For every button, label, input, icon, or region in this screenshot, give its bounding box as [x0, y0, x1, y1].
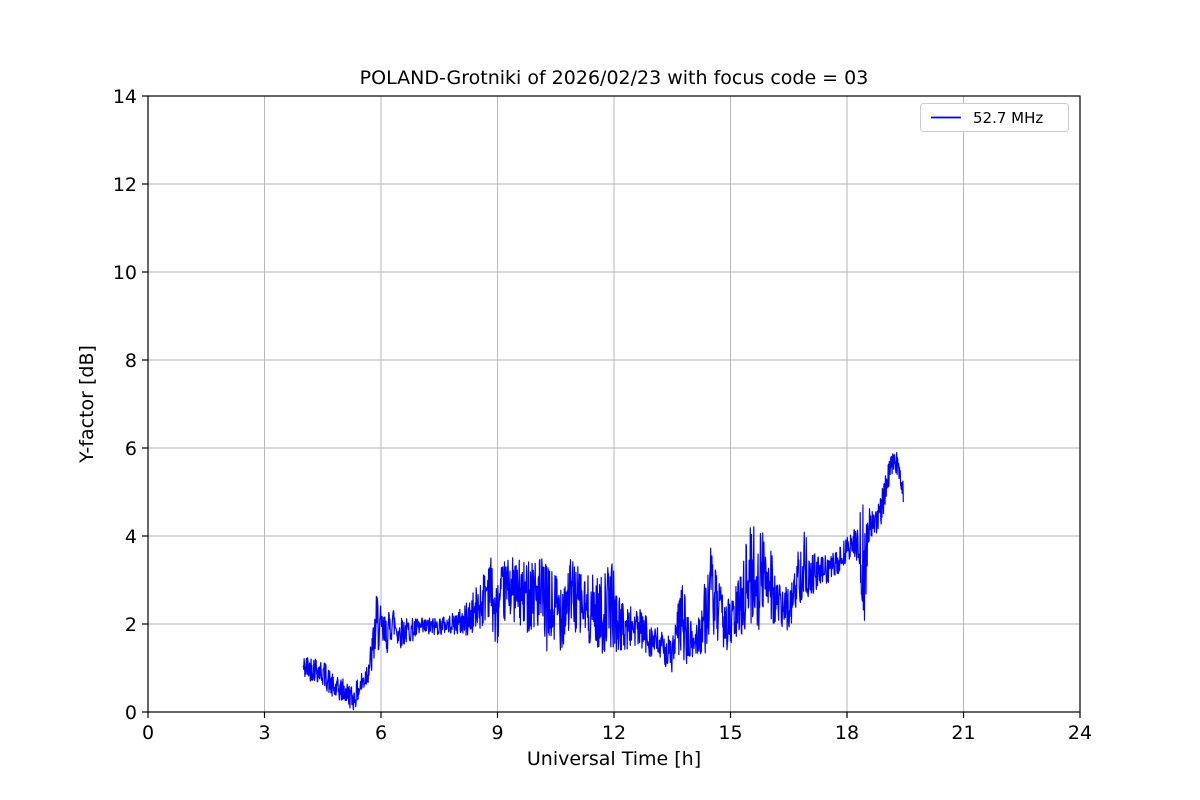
y-tick-label: 4	[125, 526, 137, 548]
y-axis-label: Y-factor [dB]	[76, 345, 98, 464]
y-tick-label: 10	[113, 262, 137, 284]
x-tick-label: 15	[718, 722, 742, 744]
legend: 52.7 MHz	[920, 103, 1069, 132]
y-tick-label: 14	[113, 86, 137, 108]
y-tick-label: 6	[125, 438, 137, 460]
y-tick-label: 0	[125, 702, 137, 724]
y-tick-label: 8	[125, 350, 137, 372]
legend-entry-label: 52.7 MHz	[973, 109, 1043, 127]
legend-box	[920, 103, 1069, 132]
x-tick-label: 6	[375, 722, 387, 744]
x-axis-label: Universal Time [h]	[527, 748, 701, 770]
y-tick-label: 12	[113, 174, 137, 196]
x-tick-label: 18	[835, 722, 859, 744]
chart-title: POLAND-Grotniki of 2026/02/23 with focus…	[360, 67, 869, 89]
x-tick-label: 24	[1068, 722, 1092, 744]
x-tick-label: 21	[951, 722, 975, 744]
data-layer	[302, 451, 904, 711]
series-line-52.7-mhz	[302, 451, 904, 711]
x-tick-label: 9	[491, 722, 503, 744]
y-tick-label: 2	[125, 614, 137, 636]
x-tick-label: 0	[142, 722, 154, 744]
x-tick-label: 12	[602, 722, 626, 744]
x-tick-label: 3	[258, 722, 270, 744]
